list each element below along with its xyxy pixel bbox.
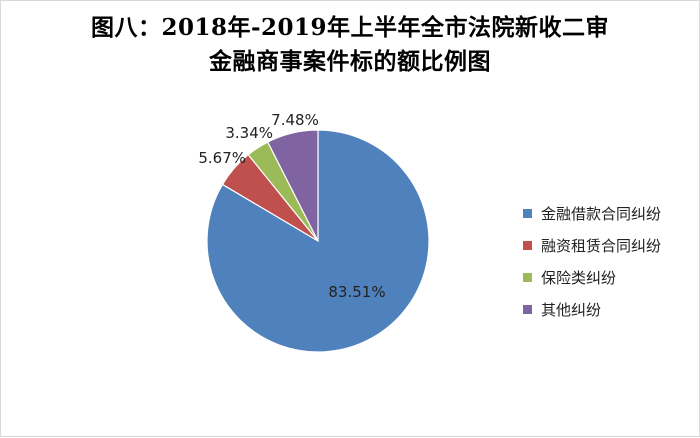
data-label: 83.51% <box>328 283 385 301</box>
legend-label: 其他纠纷 <box>541 300 602 319</box>
legend-item-other: 其他纠纷 <box>523 293 693 325</box>
chart-title-line-2: 金融商事案件标的额比例图 <box>209 48 491 75</box>
legend-label: 融资租赁合同纠纷 <box>541 236 662 255</box>
data-label: 5.67% <box>198 149 246 167</box>
legend-label: 金融借款合同纠纷 <box>541 204 662 223</box>
chart-title-line-1: 图八：2018年-2019年上半年全市法院新收二审 <box>90 14 610 41</box>
slice-other <box>266 129 319 242</box>
pie-labels: 83.51% 5.67% 3.34%7.48% <box>198 111 385 301</box>
legend-item-leasing: 融资租赁合同纠纷 <box>523 229 693 261</box>
legend-swatch <box>523 272 532 282</box>
legend-label: 保险类纠纷 <box>541 268 617 287</box>
data-label: 7.48% <box>271 111 319 129</box>
pie-slices <box>206 129 430 353</box>
legend-swatch <box>523 240 532 250</box>
legend-item-insurance: 保险类纠纷 <box>523 261 693 293</box>
legend-swatch <box>523 304 532 314</box>
chart-title: 图八：2018年-2019年上半年全市法院新收二审 金融商事案件标的额比例图 <box>1 11 699 79</box>
legend-item-loan: 金融借款合同纠纷 <box>523 197 693 229</box>
legend-swatch <box>523 208 532 218</box>
chart-legend: 金融借款合同纠纷 融资租赁合同纠纷 保险类纠纷 其他纠纷 <box>523 197 693 325</box>
data-label: 3.34% <box>225 124 273 142</box>
